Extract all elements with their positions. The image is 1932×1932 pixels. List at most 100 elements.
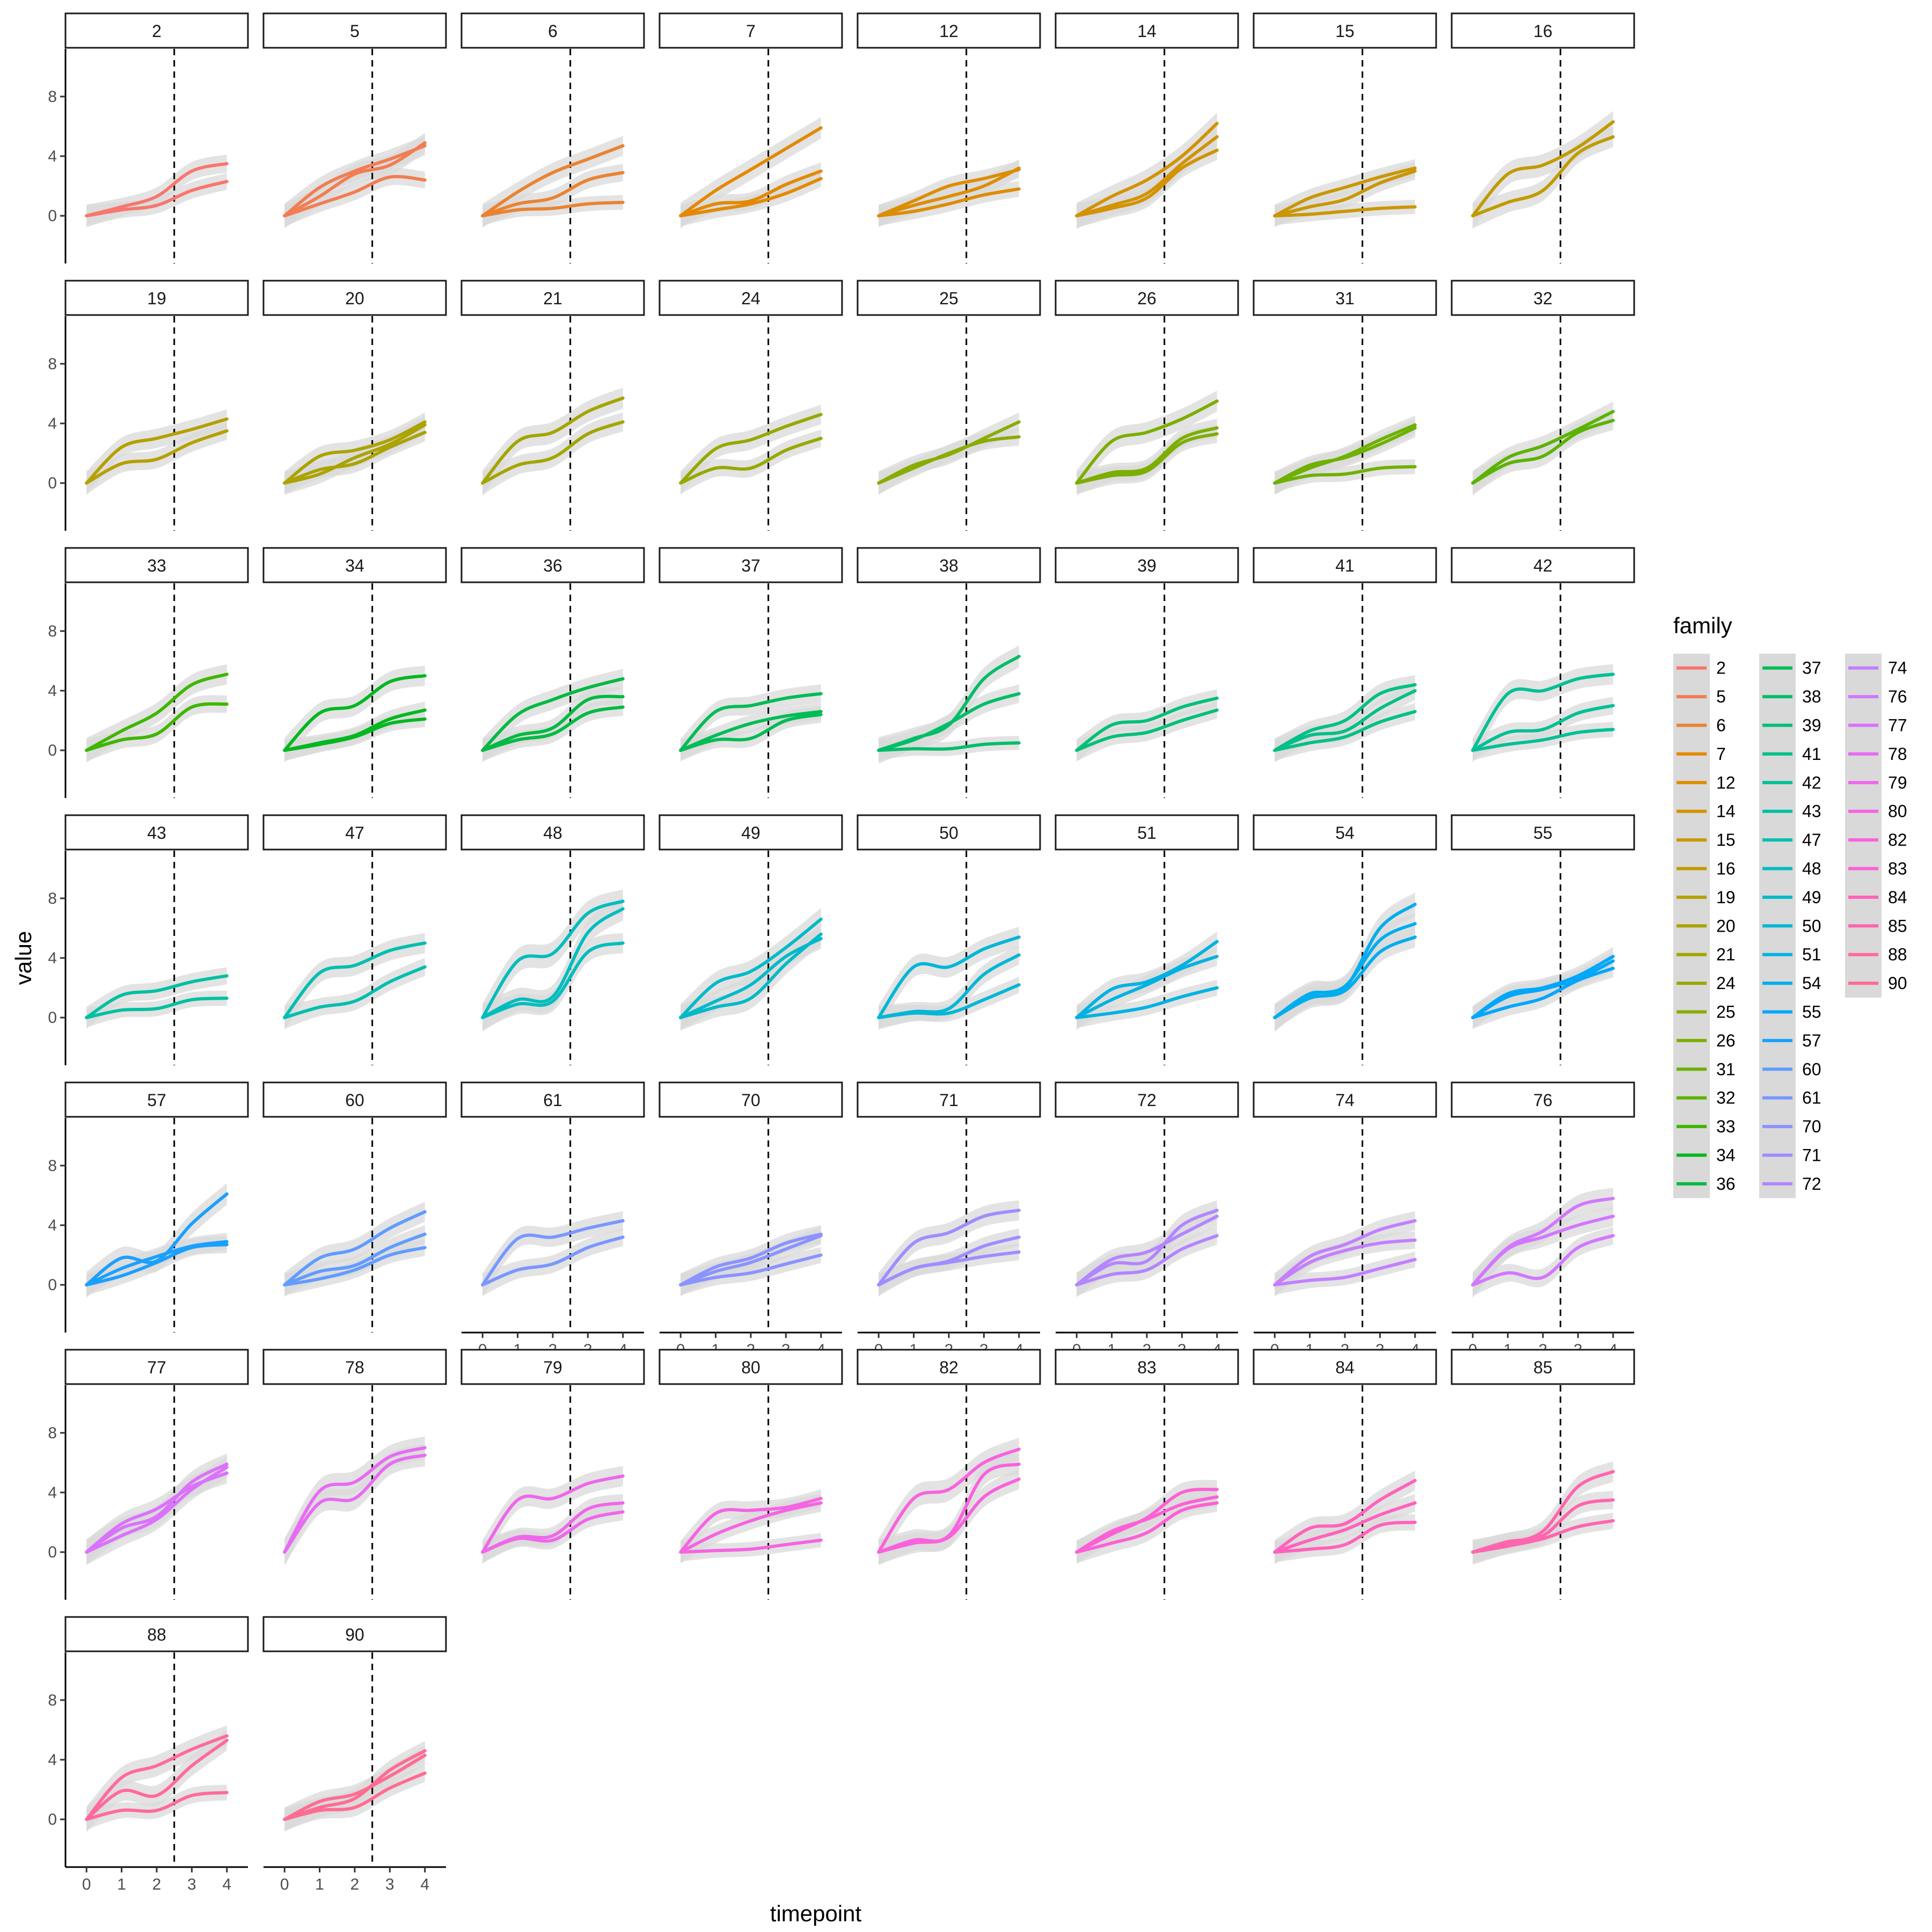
series-line — [679, 169, 823, 218]
facet-strip-label: 49 — [741, 823, 760, 843]
legend-label: 34 — [1716, 1146, 1736, 1165]
facet-strip — [658, 12, 843, 49]
legend-label: 43 — [1802, 802, 1821, 821]
facet-strip-label: 25 — [939, 289, 958, 308]
legend-label: 51 — [1802, 945, 1821, 964]
facet-strip-label: 36 — [543, 556, 562, 575]
facet-strip-label: 7 — [746, 21, 756, 41]
legend-label: 48 — [1802, 859, 1821, 879]
y-tick-label: 4 — [48, 1217, 57, 1234]
confidence-band — [482, 387, 623, 496]
series-line — [1471, 1214, 1615, 1287]
series-line — [1075, 1209, 1219, 1287]
legend-label: 12 — [1716, 773, 1736, 792]
confidence-band — [1275, 1231, 1415, 1296]
facet-strip-label: 2 — [152, 21, 162, 41]
y-tick-label: 4 — [48, 949, 57, 967]
facet-strip-label: 78 — [345, 1358, 364, 1377]
series-line — [283, 1772, 427, 1821]
series-line — [481, 420, 625, 485]
facet-strip — [1055, 1081, 1239, 1118]
series-line — [679, 1501, 823, 1554]
facet-strip-label: 39 — [1137, 556, 1157, 575]
legend-label: 20 — [1716, 916, 1736, 935]
series-line — [1273, 1479, 1417, 1554]
legend-label: 90 — [1888, 974, 1907, 993]
legend-label: 57 — [1802, 1031, 1821, 1050]
series-line — [481, 677, 625, 752]
facet-strip — [1055, 547, 1239, 583]
legend-label: 5 — [1716, 687, 1726, 706]
series-line — [1471, 959, 1615, 1020]
series-line — [283, 1453, 427, 1554]
series-line — [1273, 935, 1417, 1020]
legend-label: 39 — [1802, 716, 1821, 735]
legend-label: 25 — [1716, 1002, 1736, 1022]
facet-strip-label: 6 — [548, 21, 558, 41]
series-line — [85, 417, 229, 485]
series-line — [481, 201, 625, 218]
facet-strip — [857, 280, 1041, 316]
facet-strip-label: 80 — [741, 1358, 760, 1377]
series-line — [1075, 1501, 1219, 1554]
confidence-band — [1473, 1226, 1613, 1296]
series-line — [1273, 922, 1417, 1020]
y-tick-label: 8 — [48, 623, 57, 640]
facet-strip-label: 41 — [1335, 556, 1355, 575]
series-line — [679, 126, 823, 218]
legend-label: 24 — [1716, 974, 1736, 993]
facet-strip-label: 34 — [345, 556, 364, 575]
facet-strip — [460, 1081, 645, 1118]
series-line — [1471, 419, 1615, 485]
legend-label: 80 — [1888, 802, 1907, 821]
series-line — [679, 436, 823, 485]
confidence-band — [1473, 1188, 1613, 1298]
facet-strip — [857, 1349, 1041, 1385]
confidence-band — [86, 1730, 227, 1832]
facet-strip — [1451, 12, 1635, 49]
series-line — [679, 1232, 823, 1287]
facet-strip-label: 90 — [345, 1625, 364, 1644]
facet-strip — [64, 1081, 249, 1118]
y-tick-label: 0 — [48, 742, 57, 759]
series-line — [481, 1235, 625, 1287]
facet-strip — [658, 1349, 843, 1385]
series-line — [679, 932, 823, 1020]
series-line — [481, 1510, 625, 1554]
series-line — [877, 1447, 1021, 1554]
confidence-band — [1077, 979, 1217, 1028]
y-tick-label: 8 — [48, 1692, 57, 1709]
series-line — [85, 1243, 229, 1287]
legend-label: 36 — [1716, 1174, 1736, 1194]
series-line — [1273, 465, 1417, 485]
facet-strip — [1055, 814, 1239, 851]
series-line — [481, 144, 625, 218]
confidence-band — [284, 665, 425, 763]
series-line — [1075, 148, 1219, 218]
series-line — [481, 171, 625, 218]
facet-strip — [262, 1081, 447, 1118]
series-line — [877, 692, 1021, 752]
facet-strip-label: 15 — [1335, 21, 1355, 41]
facet-strip — [658, 280, 843, 316]
facet-strip-label: 19 — [147, 289, 166, 308]
facet-strip-label: 84 — [1335, 1358, 1355, 1377]
confidence-band — [284, 957, 425, 1029]
series-line — [85, 672, 229, 752]
confidence-band — [284, 1239, 425, 1296]
legend-label: 50 — [1802, 916, 1821, 935]
confidence-band — [284, 933, 425, 1030]
legend-label: 79 — [1888, 773, 1907, 792]
series-line — [481, 396, 625, 485]
facet-strip-label: 83 — [1137, 1358, 1157, 1377]
series-line — [85, 429, 229, 485]
facet-strip-label: 5 — [350, 21, 360, 41]
facet-strip — [262, 547, 447, 583]
y-tick-label: 0 — [48, 1276, 57, 1294]
legend-label: 19 — [1716, 888, 1736, 907]
confidence-band — [680, 1533, 821, 1562]
confidence-band — [680, 908, 821, 1031]
confidence-band — [1275, 1470, 1415, 1564]
legend-label: 84 — [1888, 888, 1907, 907]
facet-strip-label: 16 — [1533, 21, 1553, 41]
